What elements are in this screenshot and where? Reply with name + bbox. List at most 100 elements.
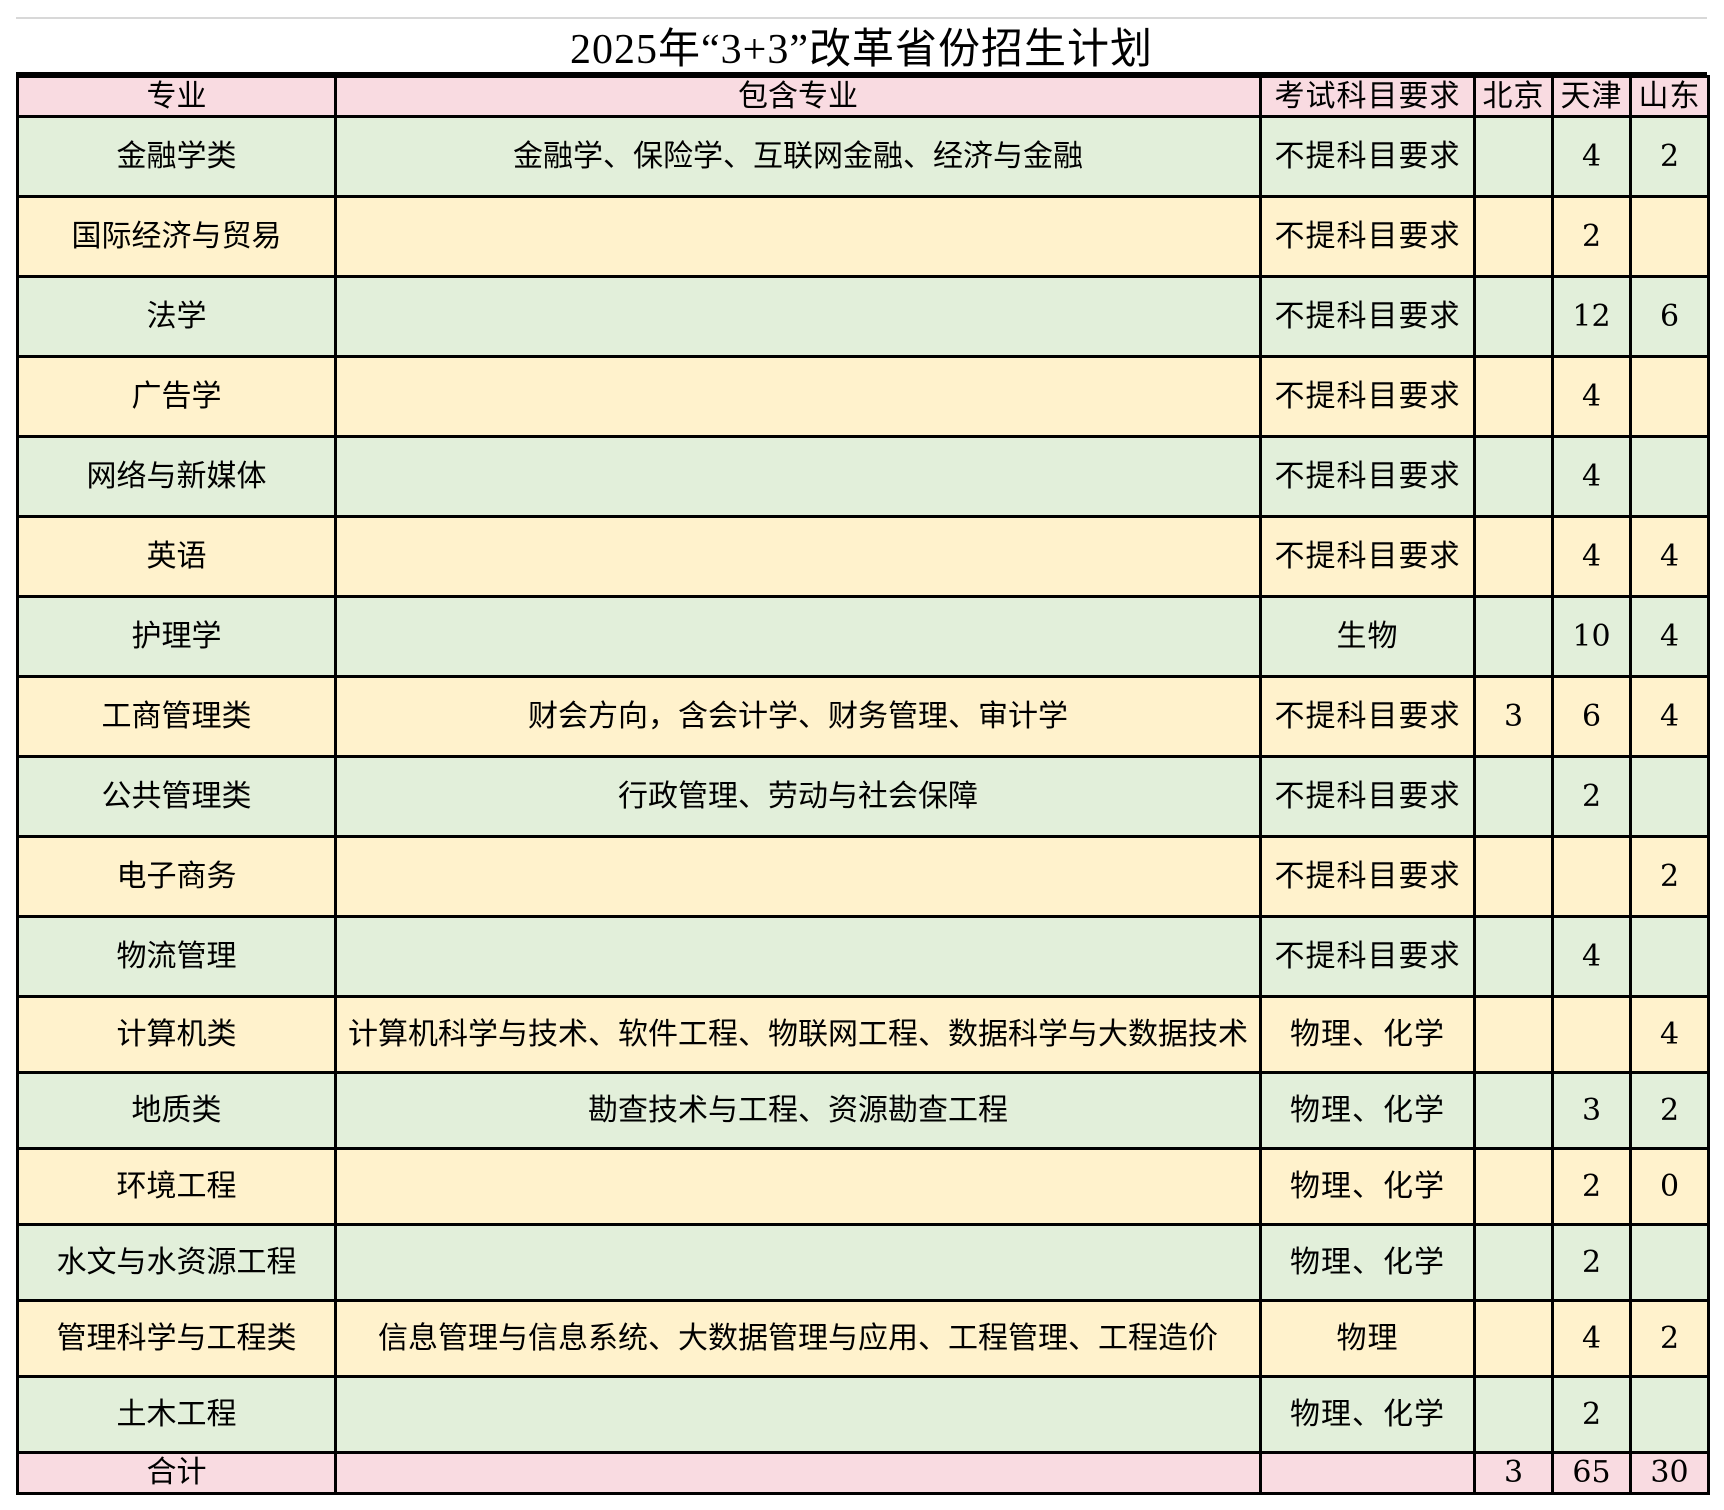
cell-major[interactable]: 广告学: [16, 355, 337, 438]
cell-tianjin[interactable]: 2: [1551, 755, 1632, 838]
cell-includes[interactable]: [334, 835, 1262, 918]
cell-includes[interactable]: [334, 435, 1262, 518]
cell-requirement[interactable]: 不提科目要求: [1259, 275, 1476, 358]
cell-beijing[interactable]: [1473, 355, 1554, 438]
cell-shandong[interactable]: 4: [1629, 995, 1710, 1074]
cell-tianjin[interactable]: 4: [1551, 1299, 1632, 1378]
cell-shandong[interactable]: [1629, 1375, 1710, 1454]
cell-requirement[interactable]: 物理、化学: [1259, 1375, 1476, 1454]
cell-major[interactable]: 电子商务: [16, 835, 337, 918]
cell-shandong[interactable]: 4: [1629, 675, 1710, 758]
cell-major[interactable]: 水文与水资源工程: [16, 1223, 337, 1302]
cell-includes[interactable]: [334, 355, 1262, 438]
cell-beijing[interactable]: [1473, 275, 1554, 358]
cell-beijing[interactable]: 3: [1473, 675, 1554, 758]
cell-requirement[interactable]: 不提科目要求: [1259, 755, 1476, 838]
cell-shandong[interactable]: 2: [1629, 115, 1710, 198]
cell-major[interactable]: 公共管理类: [16, 755, 337, 838]
cell-includes[interactable]: [334, 915, 1262, 998]
header-shandong[interactable]: 山东: [1629, 75, 1710, 118]
header-major[interactable]: 专业: [16, 75, 337, 118]
header-includes[interactable]: 包含专业: [334, 75, 1262, 118]
cell-major[interactable]: 环境工程: [16, 1147, 337, 1226]
total-tianjin[interactable]: 65: [1551, 1451, 1632, 1495]
cell-tianjin[interactable]: 4: [1551, 115, 1632, 198]
cell-tianjin[interactable]: 2: [1551, 1147, 1632, 1226]
cell-tianjin[interactable]: 4: [1551, 515, 1632, 598]
cell-shandong[interactable]: 2: [1629, 835, 1710, 918]
cell-major[interactable]: 护理学: [16, 595, 337, 678]
cell-requirement[interactable]: 不提科目要求: [1259, 355, 1476, 438]
cell-shandong[interactable]: [1629, 1223, 1710, 1302]
cell-includes[interactable]: 财会方向，含会计学、财务管理、审计学: [334, 675, 1262, 758]
cell-shandong[interactable]: [1629, 195, 1710, 278]
cell-tianjin[interactable]: 6: [1551, 675, 1632, 758]
cell-major[interactable]: 土木工程: [16, 1375, 337, 1454]
cell-beijing[interactable]: [1473, 1223, 1554, 1302]
cell-requirement[interactable]: 物理、化学: [1259, 1223, 1476, 1302]
cell-major[interactable]: 网络与新媒体: [16, 435, 337, 518]
cell-includes[interactable]: [334, 275, 1262, 358]
cell-includes[interactable]: [334, 515, 1262, 598]
cell-beijing[interactable]: [1473, 1071, 1554, 1150]
cell-tianjin[interactable]: 2: [1551, 1223, 1632, 1302]
total-label[interactable]: 合计: [16, 1451, 337, 1495]
cell-shandong[interactable]: 4: [1629, 595, 1710, 678]
total-requirement[interactable]: [1259, 1451, 1476, 1495]
cell-tianjin[interactable]: [1551, 835, 1632, 918]
cell-requirement[interactable]: 不提科目要求: [1259, 115, 1476, 198]
cell-beijing[interactable]: [1473, 515, 1554, 598]
cell-requirement[interactable]: 不提科目要求: [1259, 195, 1476, 278]
cell-requirement[interactable]: 不提科目要求: [1259, 435, 1476, 518]
cell-requirement[interactable]: 不提科目要求: [1259, 915, 1476, 998]
header-requirement[interactable]: 考试科目要求: [1259, 75, 1476, 118]
total-includes[interactable]: [334, 1451, 1262, 1495]
cell-includes[interactable]: [334, 1147, 1262, 1226]
cell-major[interactable]: 物流管理: [16, 915, 337, 998]
cell-major[interactable]: 金融学类: [16, 115, 337, 198]
cell-beijing[interactable]: [1473, 435, 1554, 518]
cell-tianjin[interactable]: [1551, 995, 1632, 1074]
cell-shandong[interactable]: 2: [1629, 1299, 1710, 1378]
cell-shandong[interactable]: [1629, 915, 1710, 998]
cell-includes[interactable]: 勘查技术与工程、资源勘查工程: [334, 1071, 1262, 1150]
cell-tianjin[interactable]: 10: [1551, 595, 1632, 678]
cell-beijing[interactable]: [1473, 755, 1554, 838]
cell-requirement[interactable]: 生物: [1259, 595, 1476, 678]
cell-shandong[interactable]: 0: [1629, 1147, 1710, 1226]
cell-major[interactable]: 管理科学与工程类: [16, 1299, 337, 1378]
cell-requirement[interactable]: 不提科目要求: [1259, 515, 1476, 598]
cell-includes[interactable]: 计算机科学与技术、软件工程、物联网工程、数据科学与大数据技术: [334, 995, 1262, 1074]
cell-requirement[interactable]: 不提科目要求: [1259, 835, 1476, 918]
cell-includes[interactable]: 金融学、保险学、互联网金融、经济与金融: [334, 115, 1262, 198]
cell-shandong[interactable]: 6: [1629, 275, 1710, 358]
cell-beijing[interactable]: [1473, 995, 1554, 1074]
cell-beijing[interactable]: [1473, 595, 1554, 678]
cell-tianjin[interactable]: 4: [1551, 355, 1632, 438]
cell-major[interactable]: 地质类: [16, 1071, 337, 1150]
cell-requirement[interactable]: 不提科目要求: [1259, 675, 1476, 758]
cell-major[interactable]: 国际经济与贸易: [16, 195, 337, 278]
cell-includes[interactable]: 信息管理与信息系统、大数据管理与应用、工程管理、工程造价: [334, 1299, 1262, 1378]
cell-beijing[interactable]: [1473, 835, 1554, 918]
cell-tianjin[interactable]: 2: [1551, 1375, 1632, 1454]
cell-major[interactable]: 法学: [16, 275, 337, 358]
cell-includes[interactable]: [334, 195, 1262, 278]
cell-major[interactable]: 英语: [16, 515, 337, 598]
cell-includes[interactable]: [334, 1223, 1262, 1302]
cell-shandong[interactable]: [1629, 355, 1710, 438]
cell-includes[interactable]: [334, 595, 1262, 678]
header-beijing[interactable]: 北京: [1473, 75, 1554, 118]
cell-beijing[interactable]: [1473, 1147, 1554, 1226]
cell-requirement[interactable]: 物理、化学: [1259, 995, 1476, 1074]
cell-tianjin[interactable]: 4: [1551, 915, 1632, 998]
cell-shandong[interactable]: 4: [1629, 515, 1710, 598]
cell-includes[interactable]: 行政管理、劳动与社会保障: [334, 755, 1262, 838]
cell-includes[interactable]: [334, 1375, 1262, 1454]
cell-shandong[interactable]: [1629, 755, 1710, 838]
cell-shandong[interactable]: [1629, 435, 1710, 518]
cell-beijing[interactable]: [1473, 1375, 1554, 1454]
total-shandong[interactable]: 30: [1629, 1451, 1710, 1495]
header-tianjin[interactable]: 天津: [1551, 75, 1632, 118]
cell-tianjin[interactable]: 4: [1551, 435, 1632, 518]
